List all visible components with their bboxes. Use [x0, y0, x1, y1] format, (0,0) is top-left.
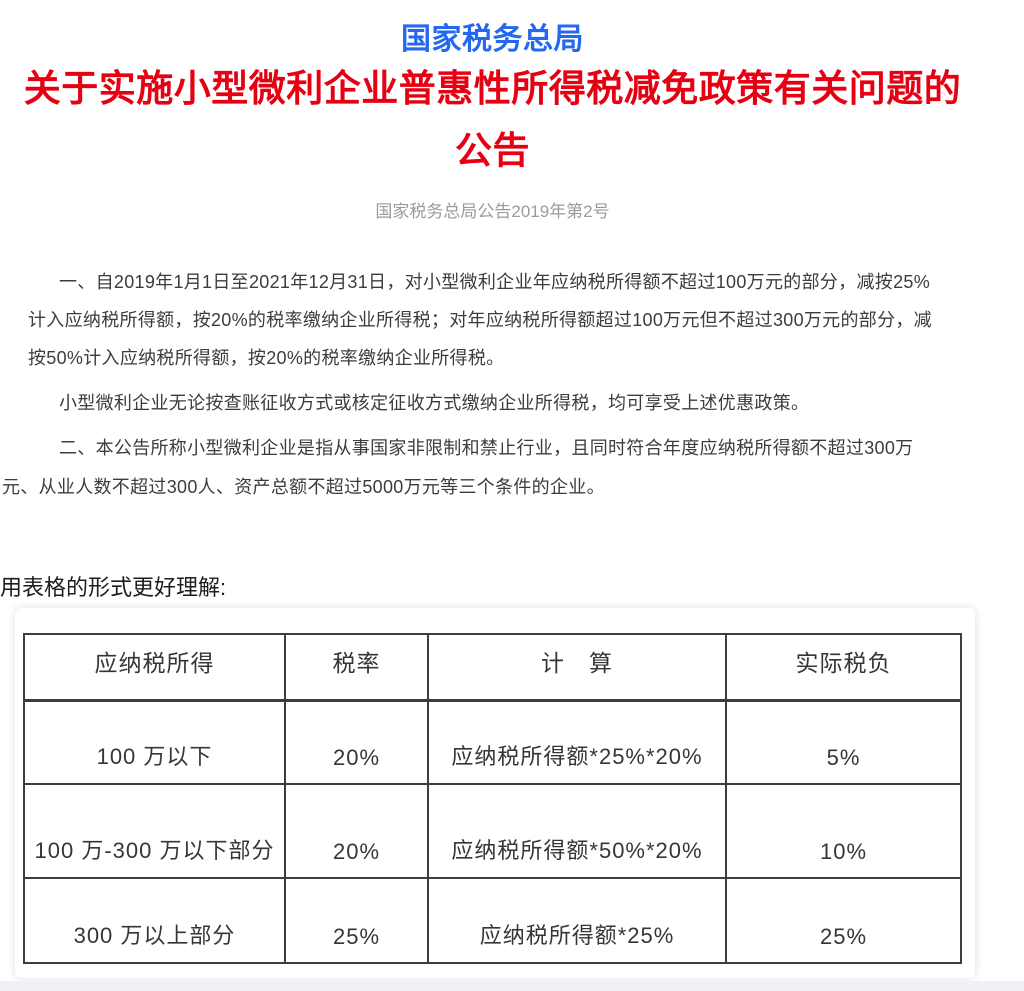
table-cell: 25% [284, 877, 429, 964]
table-cell: 100 万以下 [23, 699, 286, 785]
body-line: 小型微利企业无论按查账征收方式或核定征收方式缴纳企业所得税，均可享受上述优惠政策… [59, 393, 810, 413]
table-row: 300 万以上部分 25% 应纳税所得额*25% 25% [23, 877, 962, 964]
body-line: 二、本公告所称小型微利企业是指从事国家非限制和禁止行业，且同时符合年度应纳税所得… [59, 438, 914, 458]
column-header: 税率 [284, 633, 429, 702]
page-title-line2: 公告 [455, 130, 530, 171]
table-cell: 10% [725, 783, 962, 879]
tax-rate-table: 应纳税所得 税率 计 算 实际税负 100 万以下 20% 应纳税所得额*25%… [23, 633, 962, 964]
column-header: 计 算 [427, 633, 727, 702]
page-title-line1: 关于实施小型微利企业普惠性所得税减免政策有关问题的 [23, 68, 962, 109]
column-header: 应纳税所得 [23, 633, 286, 702]
table-cell: 应纳税所得额*25%*20% [427, 699, 727, 785]
table-cell: 100 万-300 万以下部分 [23, 783, 286, 879]
table-cell: 25% [725, 877, 962, 964]
table-header-row: 应纳税所得 税率 计 算 实际税负 [23, 633, 962, 702]
page-title: 关于实施小型微利企业普惠性所得税减免政策有关问题的 公告 [0, 58, 985, 182]
table-cell: 5% [725, 699, 962, 785]
table-cell: 20% [284, 783, 429, 879]
tax-table-card: 应纳税所得 税率 计 算 实际税负 100 万以下 20% 应纳税所得额*25%… [15, 608, 975, 978]
body-line: 元、从业人数不超过300人、资产总额不超过5000万元等三个条件的企业。 [2, 477, 605, 497]
table-cell: 应纳税所得额*25% [427, 877, 727, 964]
column-header: 实际税负 [725, 633, 962, 702]
table-cell: 20% [284, 699, 429, 785]
body-line: 计入应纳税所得额，按20%的税率缴纳企业所得税；对年应纳税所得额超过100万元但… [28, 310, 932, 330]
table-intro-label: 用表格的形式更好理解: [0, 575, 227, 600]
agency-link[interactable]: 国家税务总局 [401, 23, 584, 56]
table-cell: 300 万以上部分 [23, 877, 286, 964]
table-cell: 应纳税所得额*50%*20% [427, 783, 727, 879]
body-line: 按50%计入应纳税所得额，按20%的税率缴纳企业所得税。 [28, 348, 505, 368]
body-line: 一、自2019年1月1日至2021年12月31日，对小型微利企业年应纳税所得额不… [59, 272, 931, 292]
page-bottom-strip [0, 981, 1024, 991]
document-number: 国家税务总局公告2019年第2号 [375, 202, 610, 221]
table-row: 100 万-300 万以下部分 20% 应纳税所得额*50%*20% 10% [23, 783, 962, 879]
table-row: 100 万以下 20% 应纳税所得额*25%*20% 5% [23, 699, 962, 785]
